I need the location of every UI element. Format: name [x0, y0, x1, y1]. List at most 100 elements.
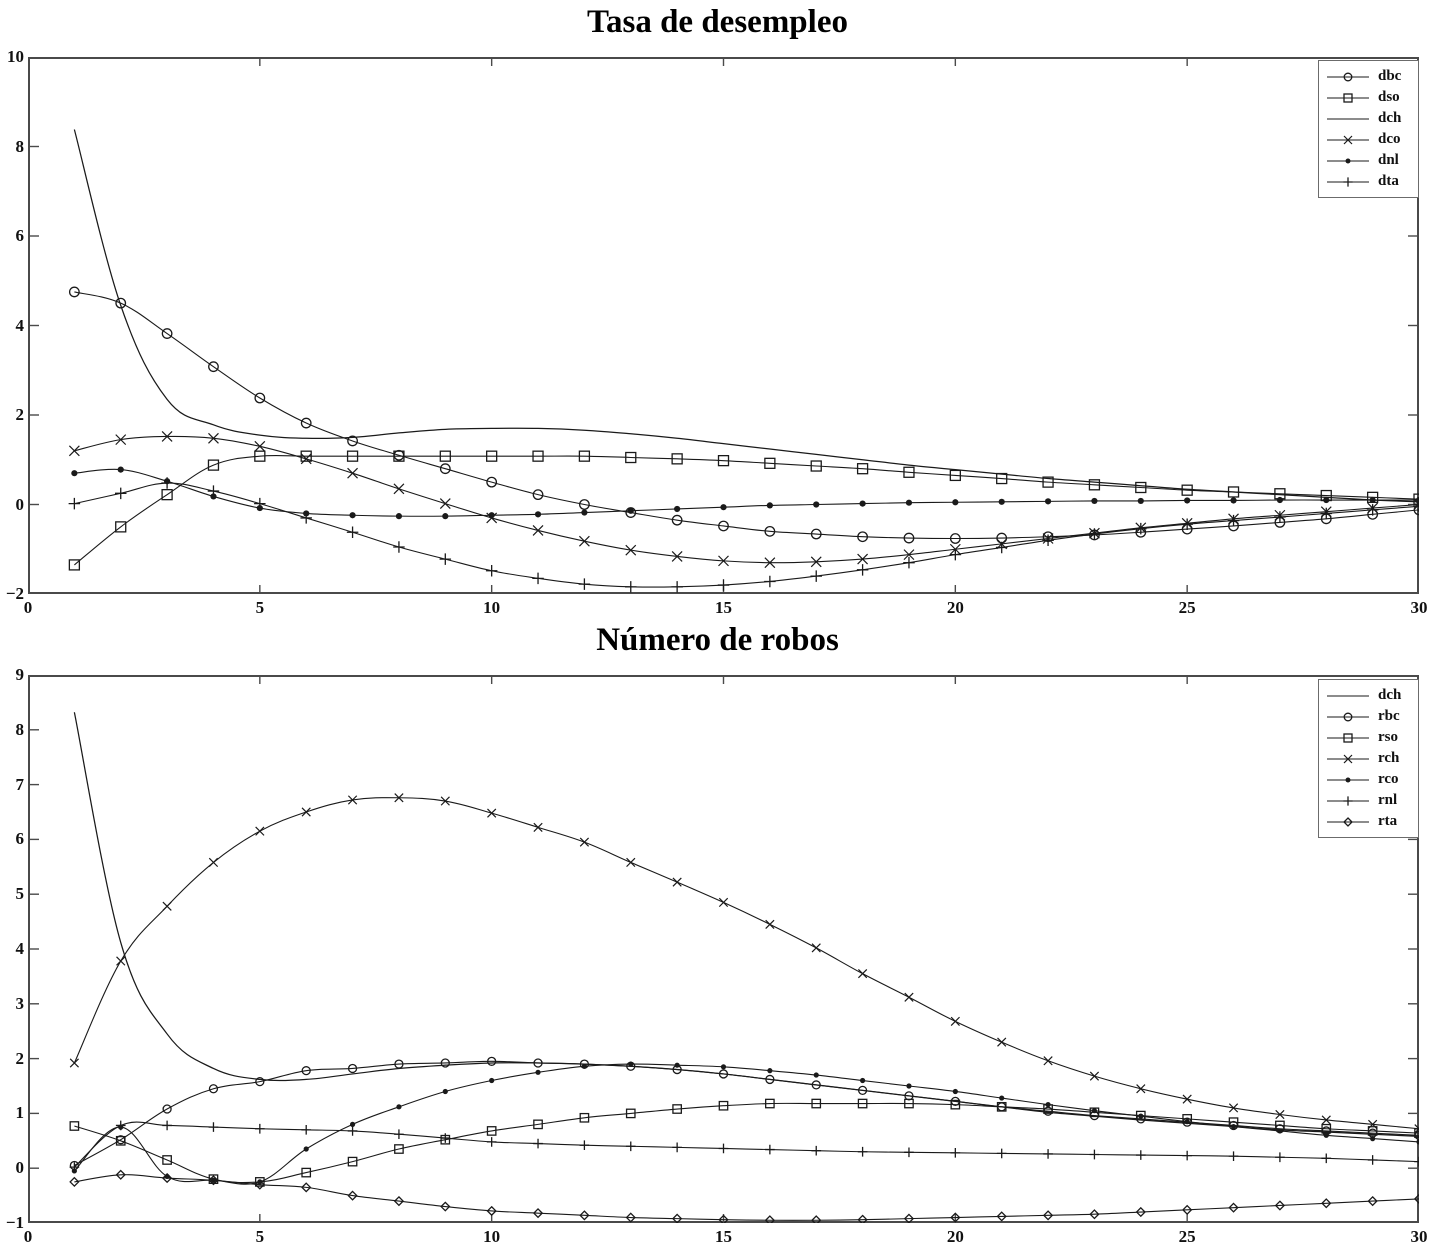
legend-marker-dso-icon [1327, 92, 1369, 103]
legend-label: rch [1378, 750, 1400, 766]
legend-marker-rbc-icon [1327, 712, 1369, 721]
legend-marker-dch-icon [1327, 694, 1369, 697]
chart-panel-unemployment: Tasa de desempleo −2 0 2 4 6 8 10 0 5 10 15 20 25 30… [0, 0, 1435, 618]
series-rnl [69, 1120, 1419, 1172]
series-dch [73, 712, 1419, 1138]
x-tick-label: 10 [483, 1227, 501, 1246]
y-tick-label: −1 [5, 1213, 24, 1232]
legend-item-rco: rco [1325, 769, 1411, 790]
x-tick-label: 0 [23, 598, 33, 617]
y-tick-label: −2 [5, 584, 24, 603]
y-tick-label: 5 [15, 884, 25, 904]
series-rco [71, 1061, 1419, 1185]
legend-label: dnl [1378, 152, 1399, 168]
series-dnl [71, 466, 1419, 520]
series-dch [73, 129, 1419, 503]
series-dbc [68, 286, 1419, 544]
page-title-unemployment: Tasa de desempleo [587, 4, 848, 40]
legend-label: rso [1378, 729, 1398, 745]
y-tick-label: 7 [15, 774, 25, 794]
series-dco [68, 431, 1419, 569]
legend-item-rnl: rnl [1325, 790, 1411, 811]
x-tick-label: 15 [715, 1227, 732, 1246]
legend-item-rso: rso [1325, 727, 1411, 748]
plot-area-robberies [28, 675, 1419, 1223]
legend-label: dso [1378, 89, 1400, 105]
x-tick-label: 30 [1410, 1227, 1428, 1246]
legend-label: rta [1378, 813, 1398, 829]
x-tick-label: 5 [255, 598, 265, 617]
x-tick-label: 20 [946, 1227, 964, 1246]
x-tick-label: 15 [715, 598, 732, 617]
legend-item-rch: rch [1325, 748, 1411, 769]
legend-label: dta [1378, 173, 1399, 189]
y-tick-label: 8 [15, 719, 25, 739]
x-tick-label: 5 [255, 1227, 265, 1246]
x-tick-label: 20 [946, 598, 964, 617]
y-tick-label: 6 [15, 829, 25, 849]
y-tick-label: 0 [15, 1158, 25, 1178]
y-tick-label: 3 [15, 993, 25, 1013]
x-tick-label: 30 [1410, 598, 1428, 617]
legend-marker-rnl-icon [1327, 795, 1369, 806]
chart-canvas-robberies [28, 675, 1419, 1223]
legend-item-dso: dso [1325, 87, 1411, 108]
chart-panel-robberies: Número de robos [0, 618, 1435, 1237]
x-axis-labels-robberies: 0 5 10 15 20 25 30 [24, 1227, 1428, 1251]
legend-label: dch [1378, 110, 1402, 126]
y-tick-label: 4 [15, 939, 25, 958]
y-tick-label: 2 [15, 405, 25, 424]
legend-item-rbc: rbc [1325, 706, 1411, 727]
page-title-robberies: Número de robos [596, 622, 839, 658]
x-tick-label: 0 [23, 1227, 33, 1246]
legend-item-dch: dch [1325, 108, 1411, 129]
y-tick-label: 10 [7, 47, 24, 66]
y-axis-labels-unemployment: −2 0 2 4 6 8 10 [0, 47, 25, 603]
legend-unemployment: dbc dso dch dco dnl dta [1318, 60, 1419, 198]
legend-label: dbc [1378, 68, 1402, 84]
legend-marker-dco-icon [1327, 135, 1369, 144]
y-tick-label: 2 [15, 1048, 25, 1068]
legend-label: dco [1378, 131, 1401, 147]
legend-marker-dch-icon [1327, 117, 1369, 120]
x-tick-label: 25 [1178, 598, 1196, 617]
series-dta [68, 477, 1419, 593]
y-tick-label: 9 [15, 665, 25, 684]
y-tick-label: 4 [15, 315, 25, 335]
legend-marker-dbc-icon [1327, 72, 1369, 81]
series-rso [69, 1098, 1419, 1187]
legend-item-dch: dch [1325, 685, 1411, 706]
axis-ticks [28, 675, 1419, 1223]
legend-label: dch [1378, 687, 1402, 703]
y-axis-labels-robberies: −1 0 1 2 3 4 5 6 7 8 9 [0, 665, 25, 1232]
axis-ticks [28, 57, 1419, 594]
legend-item-dbc: dbc [1325, 66, 1411, 87]
series-rbc [69, 1056, 1419, 1171]
series-rta [69, 1169, 1419, 1223]
x-tick-label: 25 [1178, 1227, 1196, 1246]
x-tick-label: 10 [483, 598, 501, 617]
legend-marker-rta-icon [1327, 816, 1369, 827]
legend-marker-rch-icon [1327, 754, 1369, 763]
y-tick-label: 1 [15, 1103, 25, 1123]
legend-marker-rso-icon [1327, 732, 1369, 743]
legend-item-rta: rta [1325, 811, 1411, 832]
series-rch [69, 793, 1419, 1134]
legend-label: rco [1378, 771, 1399, 787]
legend-item-dnl: dnl [1325, 150, 1411, 171]
legend-label: rbc [1378, 708, 1400, 724]
y-tick-label: 6 [15, 226, 25, 245]
y-tick-label: 8 [15, 136, 25, 156]
legend-marker-dta-icon [1327, 176, 1369, 187]
series-dso [68, 450, 1419, 571]
x-axis-labels-unemployment: 0 5 10 15 20 25 30 [24, 598, 1428, 622]
legend-label: rnl [1378, 792, 1398, 808]
legend-item-dta: dta [1325, 171, 1411, 192]
plot-area-unemployment [28, 57, 1419, 594]
chart-canvas-unemployment [28, 57, 1419, 594]
y-tick-label: 0 [15, 494, 25, 514]
legend-item-dco: dco [1325, 129, 1411, 150]
legend-marker-rco-icon [1327, 777, 1369, 782]
legend-robberies: dch rbc rso rch rco rnl rta [1318, 679, 1419, 838]
